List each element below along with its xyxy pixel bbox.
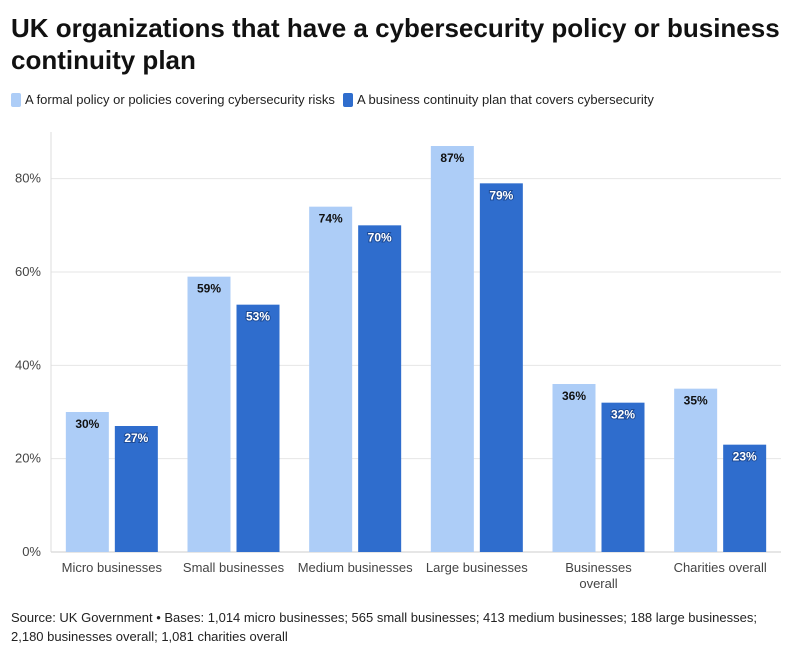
bar-policy: [674, 388, 718, 552]
bar-chart: 0% 20% 40% 60% 80% 30% 27% Micro businesses 59% 5…: [15, 132, 781, 591]
data-label: 23%: [733, 450, 757, 464]
bar-policy: [187, 276, 231, 552]
x-tick-label: Micro businesses: [62, 560, 163, 575]
legend-item-continuity: A business continuity plan that covers c…: [342, 92, 654, 107]
legend-item-policy: A formal policy or policies covering cyb…: [11, 92, 335, 107]
data-label: 35%: [684, 394, 708, 408]
bar-policy: [65, 412, 109, 552]
y-tick-label: 40%: [15, 357, 41, 372]
data-label: 36%: [562, 389, 586, 403]
y-tick-label: 20%: [15, 451, 41, 466]
bar-policy: [430, 146, 474, 552]
legend-swatch-continuity: [342, 92, 353, 107]
x-tick-label: Businesses: [565, 560, 632, 575]
bar-continuity: [601, 402, 645, 552]
data-label: 53%: [246, 310, 270, 324]
data-label: 79%: [489, 188, 513, 202]
data-label: 74%: [319, 212, 343, 226]
data-label: 27%: [124, 431, 148, 445]
x-tick-label: Large businesses: [426, 560, 528, 575]
bar-policy: [552, 384, 596, 552]
bar-policy: [309, 206, 353, 552]
data-label: 32%: [611, 408, 635, 422]
bar-continuity: [358, 225, 402, 552]
chart-title: UK organizations that have a cybersecuri…: [11, 13, 780, 75]
x-tick-label: Charities overall: [674, 560, 767, 575]
y-tick-label: 60%: [15, 264, 41, 279]
legend-label-continuity: A business continuity plan that covers c…: [356, 92, 654, 107]
y-tick-label: 80%: [15, 171, 41, 186]
bar-continuity: [114, 426, 158, 552]
source-note: Source: UK Government • Bases: 1,014 mic…: [11, 610, 757, 644]
legend-swatch-policy: [11, 92, 21, 107]
bar-continuity: [236, 304, 280, 552]
data-label: 87%: [440, 151, 464, 165]
bar-continuity: [723, 444, 767, 552]
legend: A formal policy or policies covering cyb…: [11, 92, 662, 107]
bar-continuity: [479, 183, 523, 553]
y-tick-label: 0%: [22, 544, 41, 559]
x-tick-label: Medium businesses: [298, 560, 413, 575]
data-label: 30%: [75, 417, 99, 431]
data-label: 70%: [368, 230, 392, 244]
x-tick-label: overall: [579, 576, 617, 591]
legend-label-policy: A formal policy or policies covering cyb…: [25, 92, 335, 107]
x-tick-label: Small businesses: [183, 560, 285, 575]
data-label: 59%: [197, 282, 221, 296]
